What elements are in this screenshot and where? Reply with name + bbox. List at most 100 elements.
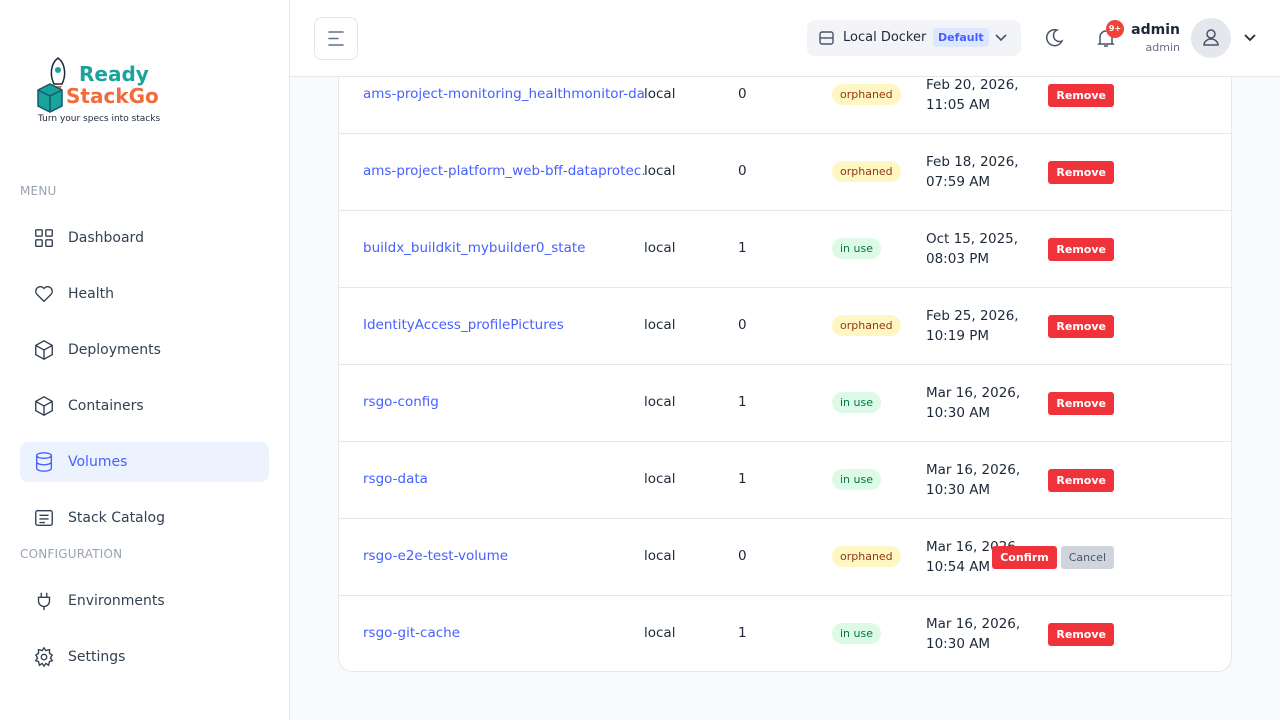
volume-name[interactable]: buildx_buildkit_mybuilder0_state: [363, 240, 586, 256]
nav-item[interactable]: Health: [20, 274, 269, 314]
action-button[interactable]: Cancel: [1060, 546, 1114, 569]
user-menu-toggle[interactable]: [1240, 28, 1260, 48]
volume-name[interactable]: rsgo-git-cache: [363, 625, 460, 641]
nav-label: Health: [68, 286, 114, 302]
table-row: rsgo-data local 1 in use Mar 16, 2026, 10:30…: [339, 442, 1231, 519]
sidebar: Ready StackGo Turn your specs into stack…: [0, 0, 290, 720]
logo-title: Ready: [79, 62, 149, 86]
status-badge: in use: [832, 623, 881, 644]
status-badge: in use: [832, 238, 881, 259]
avatar[interactable]: [1191, 18, 1231, 58]
menu-toggle[interactable]: [314, 17, 358, 60]
driver: local: [644, 86, 676, 102]
nav-label: Dashboard: [68, 230, 144, 246]
driver: local: [644, 240, 676, 256]
driver: local: [644, 317, 676, 333]
nav-item[interactable]: Volumes: [20, 442, 269, 482]
section-title: MENU: [20, 184, 57, 198]
actions: Remove: [997, 315, 1114, 338]
nav-label: Deployments: [68, 342, 161, 358]
table-row: IdentityAccess_profilePictures local 0 orph…: [339, 288, 1231, 365]
container-count: 0: [738, 548, 747, 564]
action-button[interactable]: Confirm: [992, 546, 1057, 569]
driver: local: [644, 163, 676, 179]
table-row: ams-project-monitoring_healthmonitor-da……: [339, 57, 1231, 134]
nav-item[interactable]: Containers: [20, 386, 269, 426]
action-button[interactable]: Remove: [1048, 315, 1114, 338]
status-badge: in use: [832, 469, 881, 490]
table-row: rsgo-config local 1 in use Mar 16, 2026, 10:…: [339, 365, 1231, 442]
environment-selector[interactable]: Local Docker Default: [807, 20, 1021, 56]
section-title: CONFIGURATION: [20, 547, 123, 561]
table-row: buildx_buildkit_mybuilder0_state local 1 in…: [339, 211, 1231, 288]
status-badge: orphaned: [832, 161, 901, 182]
theme-toggle[interactable]: [1042, 26, 1066, 50]
actions: Confirm Cancel: [992, 546, 1114, 569]
nav-item[interactable]: Deployments: [20, 330, 269, 370]
volume-name[interactable]: rsgo-data: [363, 471, 428, 487]
container-count: 0: [738, 86, 747, 102]
created-date: Feb 25, 2026, 10:19 PM: [926, 308, 1019, 344]
container-count: 1: [738, 240, 747, 256]
logo-icon: [37, 57, 66, 113]
created-date: Feb 18, 2026, 07:59 AM: [926, 154, 1019, 190]
actions: Remove: [997, 161, 1114, 184]
driver: local: [644, 625, 676, 641]
container-count: 0: [738, 163, 747, 179]
status-badge: orphaned: [832, 315, 901, 336]
notification-badge: 9+: [1106, 20, 1124, 38]
driver: local: [644, 394, 676, 410]
nav-label: Containers: [68, 398, 144, 414]
status-badge: orphaned: [832, 84, 901, 105]
nav-label: Settings: [68, 649, 126, 665]
created-date: Mar 16, 2026, 10:30 AM: [926, 616, 1021, 652]
actions: Remove: [997, 623, 1114, 646]
nav-label: Stack Catalog: [68, 510, 165, 526]
environment-badge: Default: [933, 28, 989, 47]
nav-label: Environments: [68, 593, 165, 609]
created-date: Mar 16, 2026, 10:30 AM: [926, 462, 1021, 498]
table-row: rsgo-e2e-test-volume local 0 orphaned Mar 16…: [339, 519, 1231, 596]
action-button[interactable]: Remove: [1048, 161, 1114, 184]
action-button[interactable]: Remove: [1048, 623, 1114, 646]
nav-item[interactable]: Stack Catalog: [20, 498, 269, 538]
user-role: admin: [1145, 41, 1180, 54]
user-name: admin: [1131, 22, 1180, 38]
nav-item[interactable]: Settings: [20, 637, 269, 677]
driver: local: [644, 548, 676, 564]
volumes-table: ams-project-monitoring_healthmonitor-da……: [338, 20, 1232, 672]
driver: local: [644, 471, 676, 487]
volume-name[interactable]: rsgo-config: [363, 394, 439, 410]
container-count: 1: [738, 471, 747, 487]
container-count: 1: [738, 394, 747, 410]
actions: Remove: [997, 392, 1114, 415]
volume-name[interactable]: IdentityAccess_profilePictures: [363, 317, 564, 333]
volume-name[interactable]: rsgo-e2e-test-volume: [363, 548, 509, 564]
action-button[interactable]: Remove: [1048, 84, 1114, 107]
header: Local Docker Default 9+ admin admin: [290, 0, 1280, 77]
nav-item[interactable]: Environments: [20, 581, 269, 621]
actions: Remove: [997, 469, 1114, 492]
environment-name: Local Docker: [843, 30, 927, 45]
logo-title: StackGo: [66, 84, 159, 108]
nav-item[interactable]: Dashboard: [20, 218, 269, 258]
action-button[interactable]: Remove: [1048, 238, 1114, 261]
volume-name[interactable]: ams-project-platform_web-bff-dataprotec…: [363, 163, 645, 179]
table-row: ams-project-platform_web-bff-dataprotec……: [339, 134, 1231, 211]
status-badge: in use: [832, 392, 881, 413]
nav-label: Volumes: [68, 454, 128, 470]
container-count: 1: [738, 625, 747, 641]
volume-name[interactable]: ams-project-monitoring_healthmonitor-da…: [363, 86, 645, 102]
created-date: Oct 15, 2025, 08:03 PM: [926, 231, 1019, 267]
actions: Remove: [997, 84, 1114, 107]
logo: Ready StackGo Turn your specs into stack…: [36, 56, 196, 128]
created-date: Feb 20, 2026, 11:05 AM: [926, 77, 1019, 113]
action-button[interactable]: Remove: [1048, 392, 1114, 415]
created-date: Mar 16, 2026, 10:30 AM: [926, 385, 1021, 421]
container-count: 0: [738, 317, 747, 333]
logo-tagline: Turn your specs into stacks: [38, 114, 161, 124]
action-button[interactable]: Remove: [1048, 469, 1114, 492]
status-badge: orphaned: [832, 546, 901, 567]
actions: Remove: [997, 238, 1114, 261]
